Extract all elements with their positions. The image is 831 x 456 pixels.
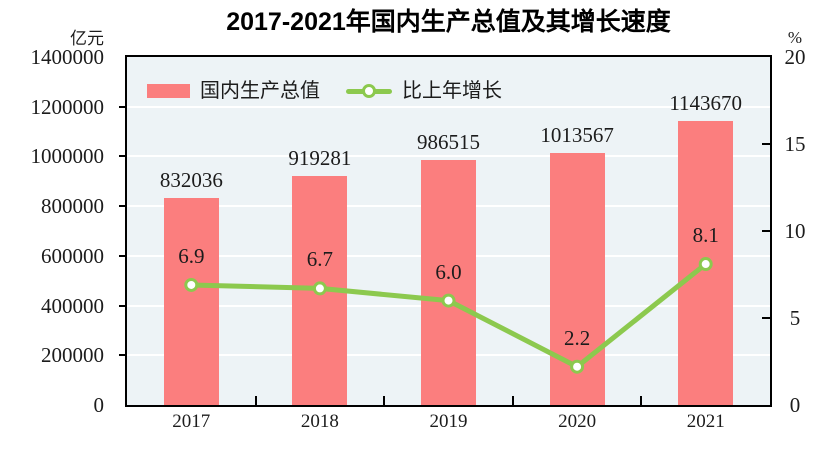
chart-title: 2017-2021年国内生产总值及其增长速度: [226, 8, 671, 36]
right-axis-tick: [762, 143, 770, 145]
bar-legend-swatch-icon: [147, 84, 190, 98]
right-axis-tick: [762, 317, 770, 319]
growth-marker: [184, 277, 199, 292]
left-axis-unit: 亿元: [70, 29, 104, 48]
gridline: [127, 155, 770, 158]
gdp-bar-2017: [163, 198, 219, 405]
growth-value-label: 6.9: [178, 243, 205, 268]
growth-value-label: 8.1: [692, 223, 719, 248]
gdp-value-label: 1013567: [540, 123, 614, 148]
right-axis-tick-label: 0: [789, 393, 801, 417]
left-axis-tick: [119, 304, 126, 307]
left-axis-tick-label: 200000: [41, 343, 104, 368]
right-axis-tick-label: 20: [784, 45, 806, 69]
x-axis-label: 2020: [558, 411, 597, 432]
gdp-value-label: 1143670: [669, 90, 743, 115]
left-axis-tick-label: 0: [93, 393, 105, 417]
right-axis-tick-label: 5: [789, 306, 801, 330]
left-axis-tick-label: 800000: [41, 194, 104, 219]
x-axis-tick: [511, 396, 514, 405]
left-axis-tick-label: 600000: [41, 243, 104, 268]
x-axis-label: 2018: [300, 411, 339, 432]
left-axis-tick: [119, 105, 126, 108]
legend: 国内生产总值 比上年增长: [147, 79, 502, 103]
gdp-bar-2019: [421, 159, 476, 405]
growth-value-label: 6.7: [306, 247, 334, 272]
left-axis-tick: [119, 254, 126, 257]
x-axis-tick: [383, 396, 386, 405]
x-axis-tick: [254, 396, 257, 405]
growth-line: [184, 257, 713, 374]
left-axis-tick-label: 1200000: [30, 94, 105, 119]
left-axis-tick-label: 1400000: [30, 45, 105, 69]
bar-legend-label: 国内生产总值: [200, 80, 320, 102]
gdp-value-label: 919281: [288, 146, 352, 171]
gdp-value-label: 986515: [417, 129, 480, 154]
right-axis-tick: [762, 230, 770, 232]
left-axis-tick: [119, 205, 126, 208]
line-marker-icon: [362, 84, 376, 98]
line-legend-label: 比上年增长: [402, 80, 502, 102]
right-axis-tick-label: 15: [784, 132, 806, 156]
left-axis-tick-label: 1000000: [30, 144, 105, 169]
gridline: [127, 105, 770, 108]
x-axis-label: 2021: [686, 411, 725, 432]
x-axis-tick: [640, 396, 643, 405]
gdp-value-label: 832036: [159, 168, 223, 193]
growth-value-label: 6.0: [435, 259, 462, 284]
x-axis-label: 2019: [429, 411, 468, 432]
x-axis-label: 2017: [172, 411, 211, 432]
growth-value-label: 2.2: [563, 325, 591, 350]
growth-marker: [441, 293, 456, 308]
plot-area: 国内生产总值 比上年增长 832036 919281 986515 1013567 11…: [127, 57, 770, 405]
left-axis-tick: [119, 354, 126, 357]
growth-marker: [312, 281, 327, 296]
right-axis-unit: %: [787, 28, 803, 47]
growth-marker: [570, 359, 585, 374]
left-axis-tick: [119, 155, 126, 158]
growth-marker: [698, 257, 713, 272]
left-axis-tick-label: 400000: [41, 293, 104, 318]
line-legend-icon: [346, 84, 392, 98]
right-axis-tick-label: 10: [784, 219, 806, 243]
